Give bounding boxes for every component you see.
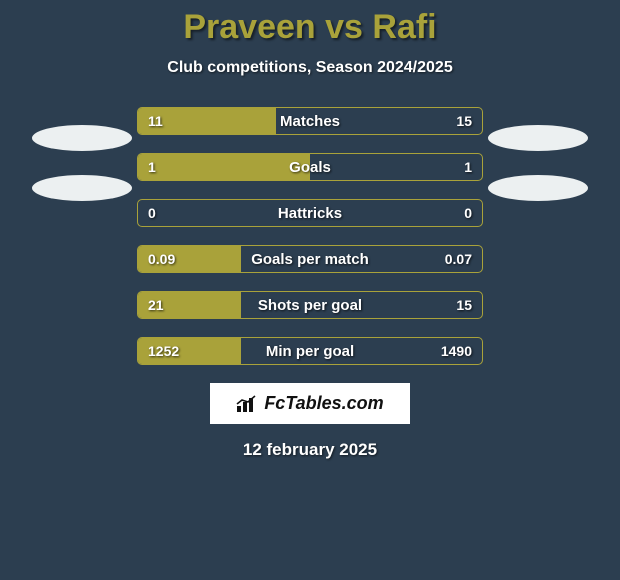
stat-label: Matches <box>138 108 482 134</box>
stats-rows: 1115Matches 11Goals 00Hattricks 0.090.07Goa… <box>137 107 483 365</box>
report-date: 12 february 2025 <box>243 440 377 460</box>
player2-avatar <box>488 125 588 151</box>
stat-row: 00Hattricks <box>137 199 483 227</box>
stat-row: 1115Matches <box>137 107 483 135</box>
player1-club-avatar <box>32 175 132 201</box>
player1-avatar <box>32 125 132 151</box>
stat-label: Hattricks <box>138 200 482 226</box>
stat-label: Goals per match <box>138 246 482 272</box>
stat-row: 2115Shots per goal <box>137 291 483 319</box>
right-avatar-column <box>483 107 593 201</box>
stat-row: 0.090.07Goals per match <box>137 245 483 273</box>
brand-chart-icon <box>236 395 258 413</box>
stat-label: Min per goal <box>138 338 482 364</box>
brand-box[interactable]: FcTables.com <box>210 383 409 424</box>
comparison-container: Praveen vs Rafi Club competitions, Seaso… <box>0 0 620 580</box>
page-subtitle: Club competitions, Season 2024/2025 <box>167 59 452 77</box>
stats-area: 1115Matches 11Goals 00Hattricks 0.090.07Goa… <box>0 107 620 365</box>
page-title: Praveen vs Rafi <box>183 8 436 47</box>
stat-label: Goals <box>138 154 482 180</box>
left-avatar-column <box>27 107 137 201</box>
stat-row: 12521490Min per goal <box>137 337 483 365</box>
player2-club-avatar <box>488 175 588 201</box>
brand-text: FcTables.com <box>264 393 383 414</box>
stat-label: Shots per goal <box>138 292 482 318</box>
stat-row: 11Goals <box>137 153 483 181</box>
